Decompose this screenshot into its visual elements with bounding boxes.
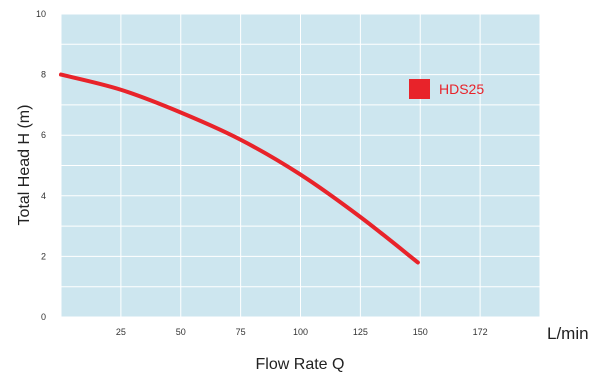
grid-lines xyxy=(60,13,541,318)
x-tick-label: 50 xyxy=(176,327,186,337)
y-tick-label: 8 xyxy=(41,70,46,80)
x-tick-label: 75 xyxy=(236,327,246,337)
x-tick-label: 25 xyxy=(116,327,126,337)
y-tick-label: 0 xyxy=(41,312,46,322)
y-tick-labels: 0 2 4 6 8 10 xyxy=(36,9,46,322)
y-axis-title: Total Head H (m) xyxy=(16,105,33,226)
x-tick-label: 125 xyxy=(353,327,368,337)
series-lines xyxy=(59,72,420,265)
y-tick-label: 4 xyxy=(41,191,46,201)
x-tick-label: 100 xyxy=(293,327,308,337)
legend-swatch xyxy=(409,79,430,99)
legend: HDS25 xyxy=(409,79,484,99)
x-tick-labels: 25 50 75 100 125 150 172 xyxy=(116,327,488,337)
y-tick-label: 6 xyxy=(41,130,46,140)
x-unit-label: L/min xyxy=(547,324,589,343)
x-tick-label: 150 xyxy=(413,327,428,337)
x-axis-title: Flow Rate Q xyxy=(256,356,345,373)
series-line-hds25 xyxy=(59,72,420,265)
x-tick-label: 172 xyxy=(473,327,488,337)
legend-label: HDS25 xyxy=(439,81,484,97)
y-tick-label: 10 xyxy=(36,9,46,19)
y-tick-label: 2 xyxy=(41,251,46,261)
